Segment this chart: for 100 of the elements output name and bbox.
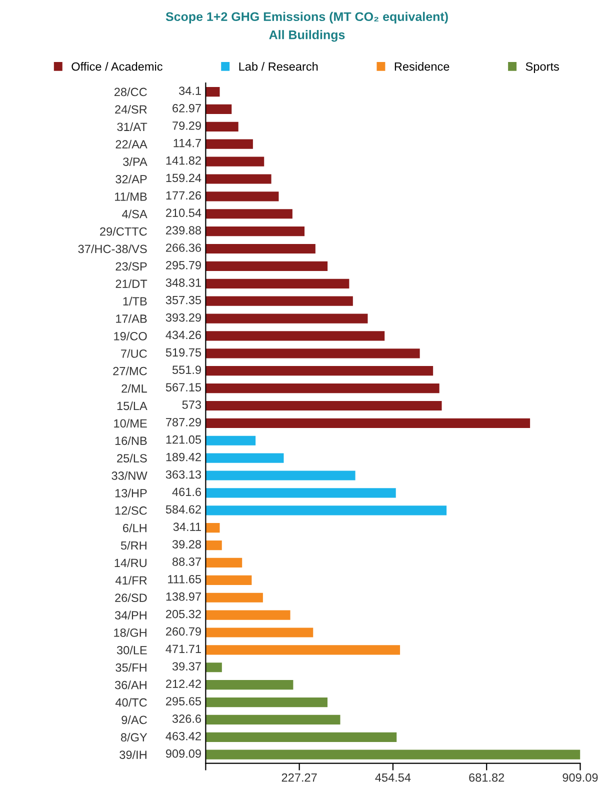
- data-label: 239.88: [166, 226, 202, 234]
- bar: [206, 523, 220, 533]
- data-label: 266.36: [166, 244, 202, 252]
- data-label: 295.79: [166, 261, 201, 270]
- data-label: 62.97: [172, 104, 201, 112]
- bar: [206, 331, 385, 341]
- data-label: 326.6: [172, 714, 202, 723]
- data-label: 34.11: [173, 522, 201, 532]
- y-tick-label: 11/MB: [115, 192, 147, 201]
- bar: [206, 156, 264, 166]
- bar: [206, 209, 292, 219]
- chart-subtitle: All Buildings: [269, 30, 345, 42]
- y-tick-label: 2/ML: [122, 384, 147, 393]
- bar: [206, 400, 442, 411]
- data-label: 88.37: [172, 558, 201, 566]
- y-tick-label: 13/HP: [115, 488, 147, 498]
- data-label: 909.09: [166, 749, 201, 758]
- bar: [206, 488, 396, 498]
- y-tick-label: 8/GY: [120, 732, 148, 742]
- bar: [206, 122, 238, 132]
- bar: [206, 697, 328, 708]
- y-tick-label: 26/SD: [115, 593, 147, 602]
- y-tick-label: 29/CTTC: [100, 227, 147, 236]
- data-label: 363.13: [166, 470, 202, 479]
- data-label: 787.29: [166, 418, 201, 426]
- bar: [206, 366, 434, 376]
- bar: [206, 278, 350, 288]
- y-tick-label: 32/AP: [116, 174, 147, 184]
- chart-title: Scope 1+2 GHG Emissions (MT CO₂ equivalent): [166, 12, 448, 24]
- bar: [206, 645, 400, 655]
- data-label: 111.65: [168, 574, 202, 584]
- bar: [206, 662, 222, 672]
- bar: [206, 750, 580, 760]
- bar: [206, 436, 256, 446]
- data-label: 189.42: [166, 452, 201, 462]
- y-tick-label: 39/IH: [120, 750, 146, 759]
- legend-label: Residence: [394, 62, 450, 71]
- y-tick-label: 23/SP: [116, 262, 147, 271]
- bar: [206, 470, 356, 480]
- bar: [206, 558, 242, 568]
- data-label: 210.54: [166, 208, 202, 218]
- y-tick-label: 37/HC-38/VS: [78, 244, 147, 254]
- y-tick-label: 4/SA: [122, 210, 148, 218]
- bar: [206, 261, 328, 271]
- bar: [206, 732, 397, 742]
- data-label: 584.62: [166, 505, 201, 514]
- x-tick-label: 454.54: [375, 773, 411, 782]
- y-tick-label: 17/AB: [116, 314, 147, 323]
- data-label: 79.29: [172, 121, 201, 130]
- y-tick-label: 25/LS: [117, 454, 147, 462]
- bar: [206, 592, 263, 602]
- y-tick-label: 27/MC: [113, 366, 147, 376]
- data-label: 471.71: [166, 644, 201, 653]
- bar: [206, 104, 232, 114]
- y-tick-label: 36/AH: [114, 680, 146, 690]
- y-tick-label: 3/PA: [123, 157, 148, 166]
- y-tick-label: 1/TB: [123, 296, 147, 306]
- data-label: 205.32: [166, 610, 201, 618]
- data-label: 114.7: [174, 139, 201, 148]
- y-tick-label: 33/NW: [112, 471, 148, 480]
- bar: [206, 244, 316, 254]
- bar: [206, 680, 294, 690]
- data-label: 461.6: [172, 488, 202, 496]
- data-label: 567.15: [166, 383, 202, 392]
- data-label: 177.26: [166, 191, 202, 200]
- y-tick-label: 12/SC: [115, 506, 147, 515]
- y-tick-label: 7/UC: [121, 349, 147, 358]
- y-tick-label: 30/LE: [116, 646, 147, 654]
- y-tick-label: 15/LA: [117, 401, 148, 410]
- data-label: 141.82: [166, 156, 201, 165]
- y-tick-label: 10/ME: [114, 418, 147, 428]
- data-label: 260.79: [166, 627, 201, 636]
- y-tick-label: 34/PH: [114, 610, 146, 620]
- bar: [206, 314, 368, 324]
- data-label: 573: [182, 400, 202, 409]
- y-tick-label: 40/TC: [115, 698, 147, 707]
- data-label: 39.28: [172, 540, 202, 548]
- y-tick-label: 16/NB: [115, 436, 147, 446]
- y-tick-label: 6/LH: [123, 524, 146, 532]
- bar: [206, 714, 340, 725]
- data-label: 348.31: [166, 278, 201, 287]
- data-label: 121.05: [166, 435, 202, 444]
- y-tick-label: 31/AT: [117, 122, 148, 132]
- x-tick-label: 909.09: [562, 773, 598, 782]
- data-label: 463.42: [166, 732, 201, 740]
- data-label: 138.97: [166, 592, 201, 601]
- y-tick-label: 9/AC: [122, 715, 147, 724]
- data-label: 434.26: [166, 330, 202, 340]
- bar: [206, 506, 447, 516]
- data-label: 212.42: [166, 680, 201, 688]
- data-label: 393.29: [166, 313, 201, 322]
- legend-label: Office / Academic: [72, 62, 162, 71]
- data-label: 357.35: [166, 296, 202, 304]
- y-tick-label: 18/GH: [114, 628, 146, 637]
- data-label: 295.65: [166, 697, 202, 706]
- y-tick-label: 41/FR: [115, 576, 147, 585]
- bar: [206, 384, 440, 394]
- bar: [206, 575, 252, 585]
- bar: [206, 226, 305, 236]
- bar: [206, 348, 420, 358]
